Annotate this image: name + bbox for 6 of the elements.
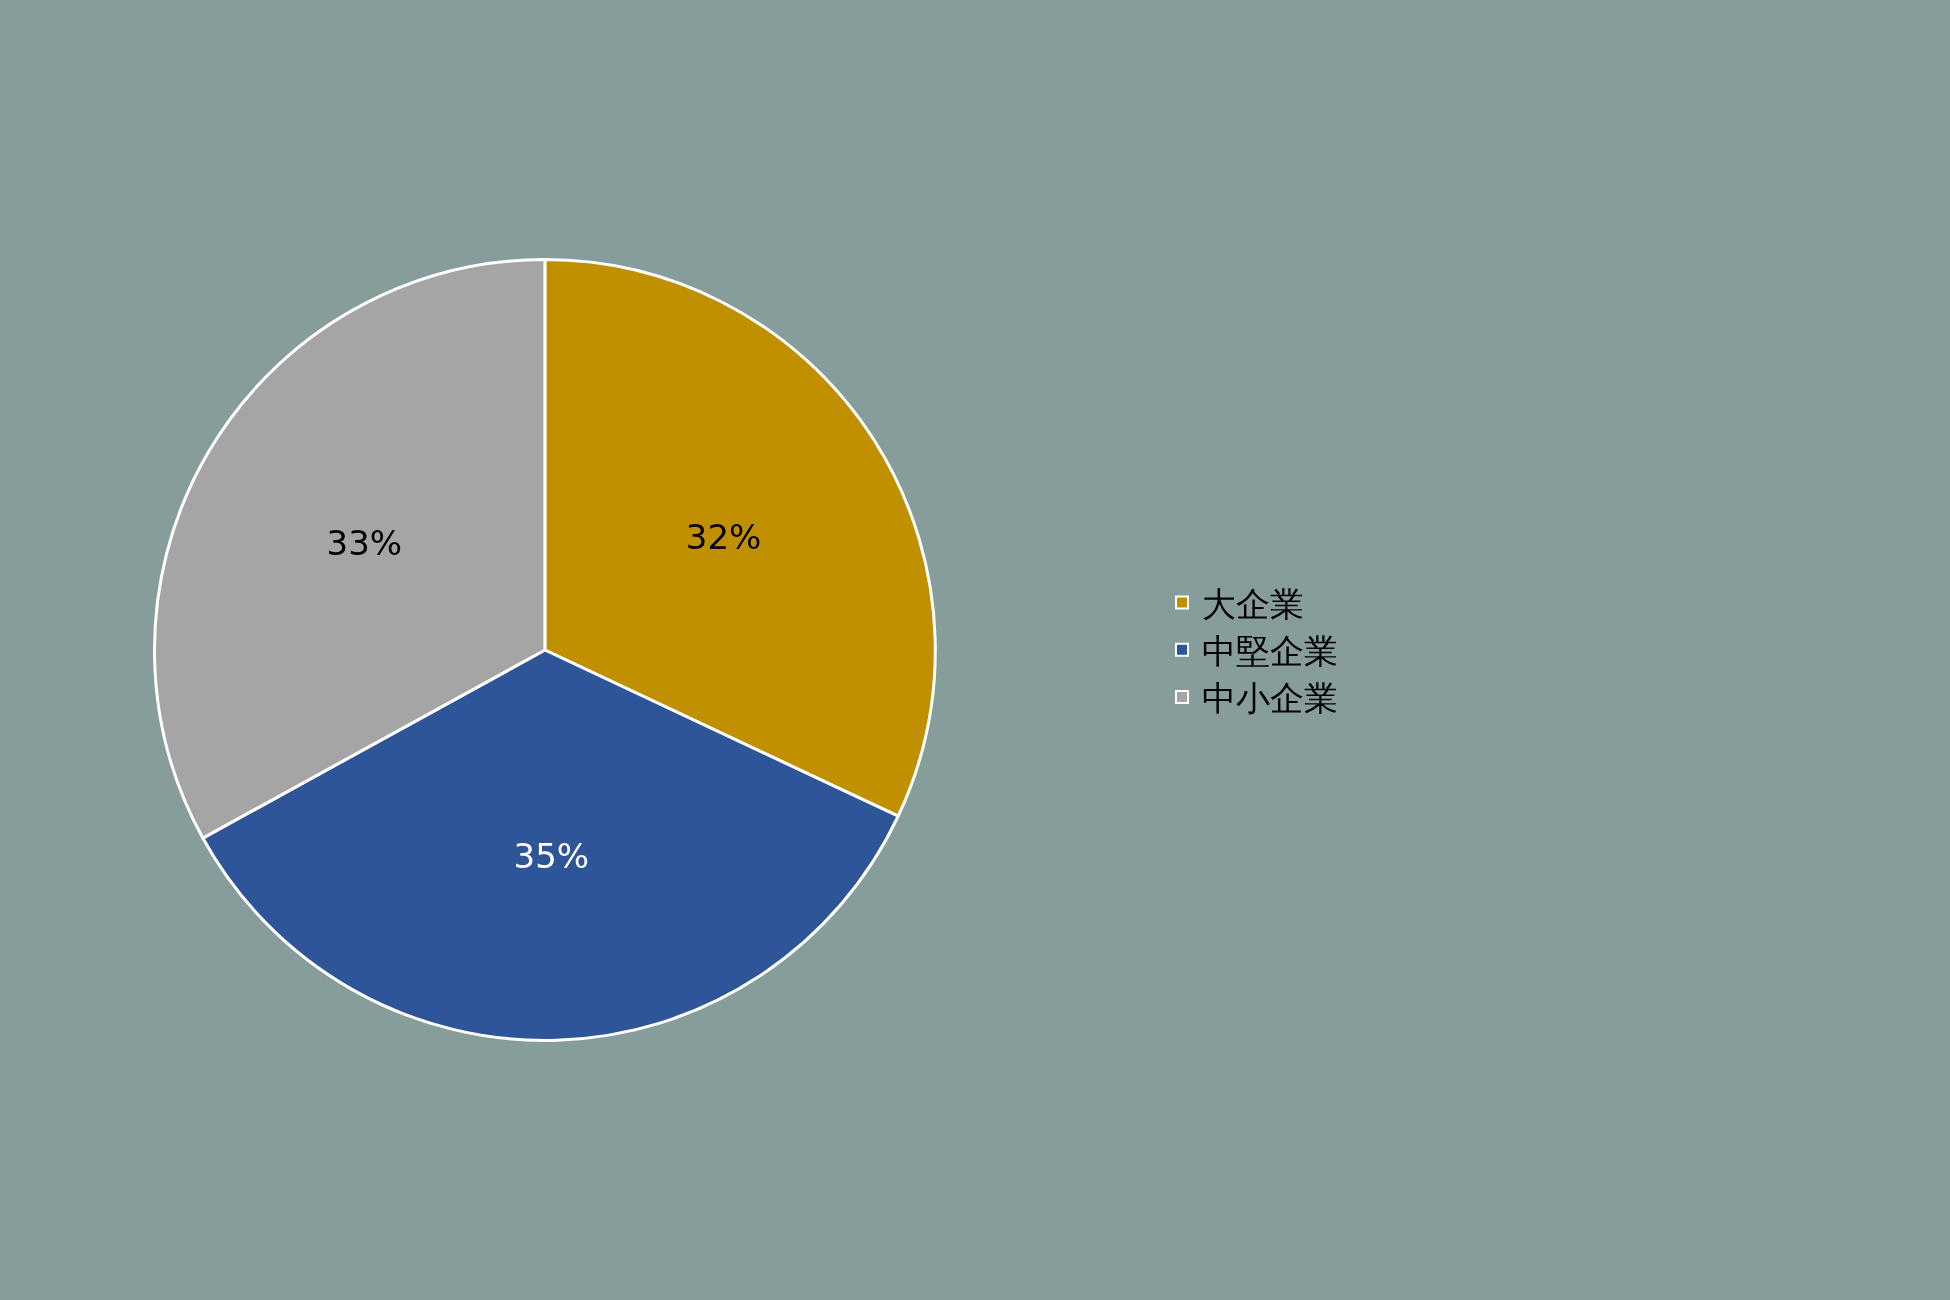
data-label: 35%: [513, 836, 590, 877]
legend-label: 大企業: [1202, 583, 1304, 624]
legend-label: 中堅企業: [1202, 631, 1338, 672]
legend-label: 中小企業: [1202, 678, 1338, 719]
data-label: 32%: [685, 516, 762, 557]
data-label: 33%: [326, 523, 403, 564]
